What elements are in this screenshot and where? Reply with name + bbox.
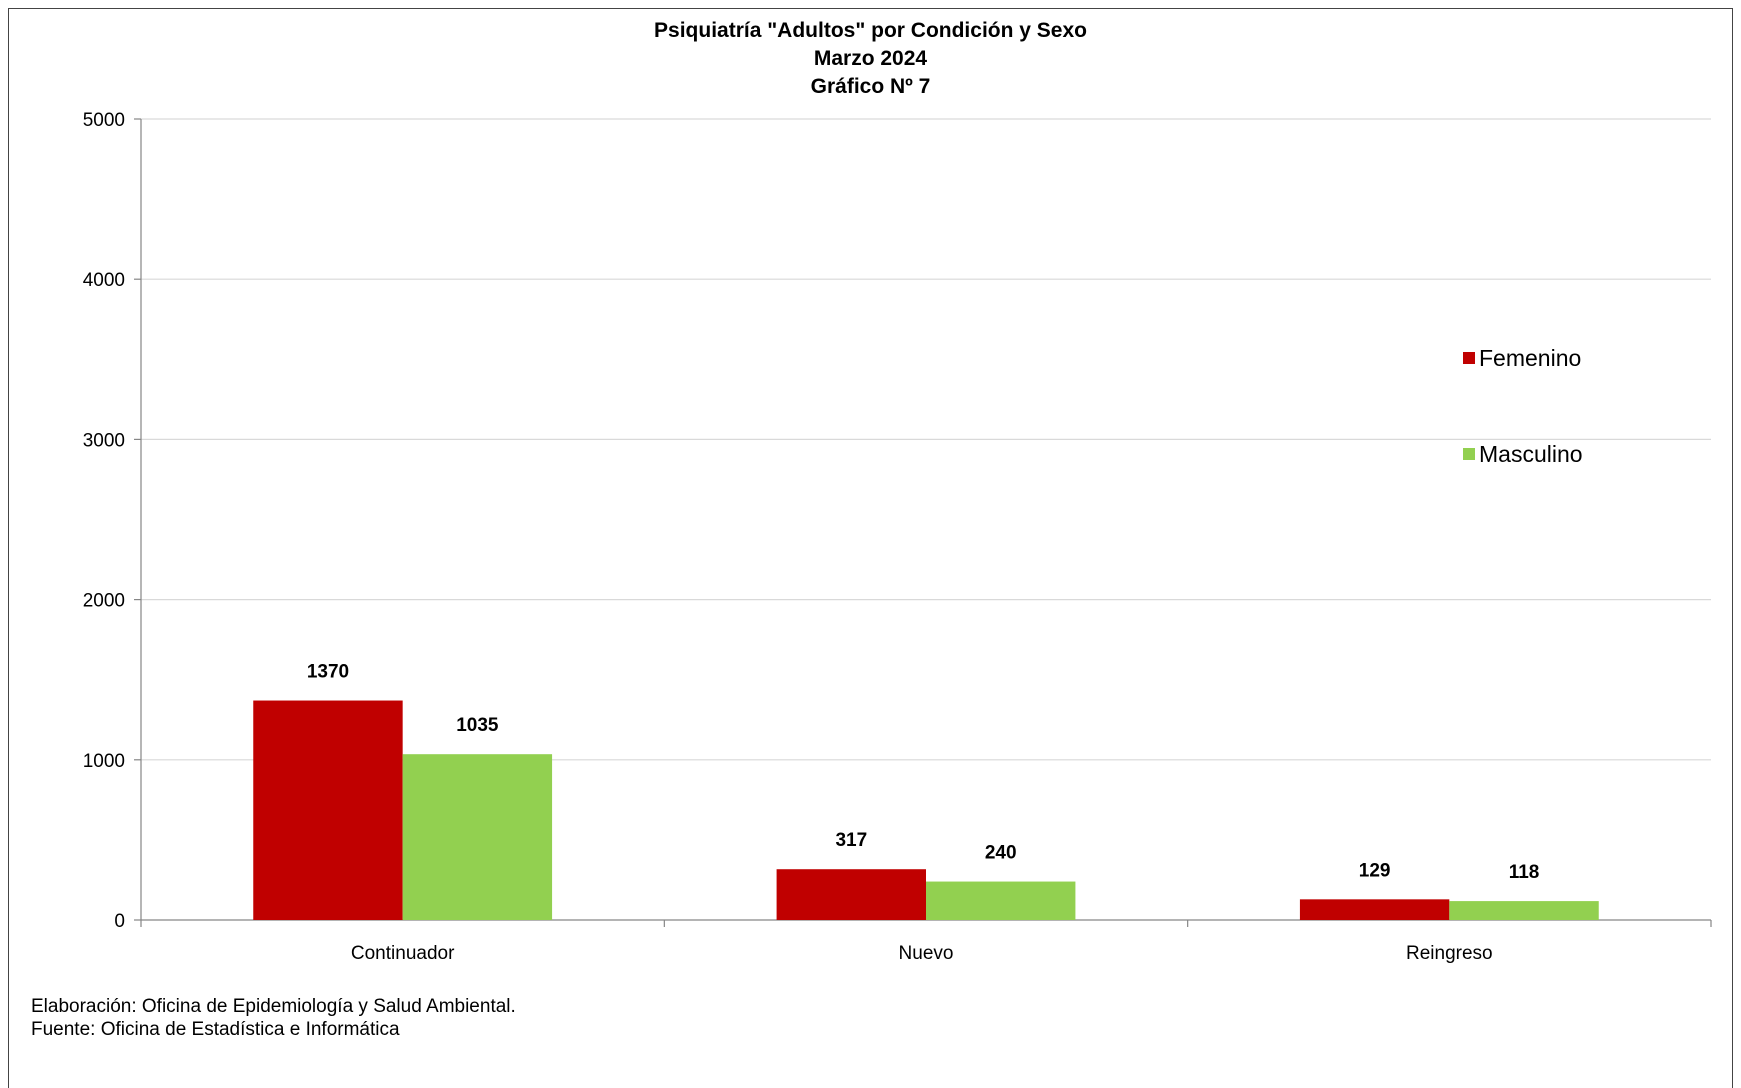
y-tick-label: 0: [114, 911, 125, 932]
bar-masculino: [402, 754, 553, 920]
y-tick-label: 4000: [83, 270, 125, 291]
x-tick-label: Continuador: [351, 943, 455, 964]
legend-swatch-femenino: [1463, 351, 1475, 364]
y-tick-label: 1000: [83, 751, 125, 772]
bar-masculino: [1449, 901, 1599, 920]
data-label: 240: [985, 843, 1017, 864]
legend-label-masculino: Masculino: [1479, 441, 1583, 467]
legend-item-femenino: Femenino: [1463, 345, 1581, 372]
chart-subtitle: Marzo 2024: [813, 47, 928, 70]
chart-title: Psiquiatría "Adultos" por Condición y Se…: [654, 19, 1087, 42]
bar-femenino: [1299, 899, 1450, 920]
data-label: 1035: [456, 715, 499, 736]
data-label: 129: [1359, 860, 1391, 881]
data-label: 317: [835, 830, 867, 851]
footer-elaboracion: Elaboración: Oficina de Epidemiología y …: [31, 996, 516, 1017]
bar-femenino: [776, 869, 926, 920]
footer-fuente: Fuente: Oficina de Estadística e Informá…: [31, 1019, 400, 1040]
data-label: 118: [1509, 862, 1540, 883]
legend-swatch-masculino: [1463, 447, 1475, 460]
y-tick-label: 2000: [83, 591, 125, 612]
data-label: 1370: [307, 662, 349, 683]
legend-item-masculino: Masculino: [1463, 441, 1583, 468]
legend-label-femenino: Femenino: [1479, 345, 1582, 371]
bar-masculino: [926, 881, 1076, 920]
x-tick-label: Reingreso: [1406, 943, 1493, 964]
x-tick-label: Nuevo: [899, 943, 954, 964]
bar-femenino: [253, 700, 403, 920]
y-tick-label: 3000: [83, 430, 125, 451]
figure-label: Gráfico Nº 7: [810, 75, 931, 98]
y-tick-label: 5000: [83, 110, 125, 131]
chart-frame: [8, 8, 1733, 1088]
